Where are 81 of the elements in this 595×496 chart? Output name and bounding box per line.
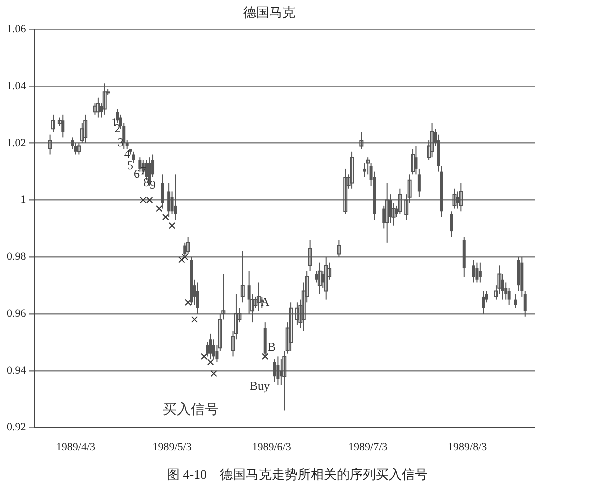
point (210, 370, 218, 378)
candlestick (174, 174, 177, 221)
candlestick (411, 148, 416, 176)
point (182, 254, 188, 260)
candlestick (196, 282, 200, 315)
y-tick-label: 1.02 (7, 137, 26, 150)
x-tick-label: 1989/5/3 (152, 441, 192, 454)
candlestick (308, 240, 312, 272)
candlestick (276, 356, 280, 386)
annotation: 1 (112, 116, 118, 130)
y-tick-label: 0.94 (7, 364, 27, 377)
candlestick (256, 282, 261, 312)
point (146, 196, 154, 204)
candlestick (295, 302, 300, 326)
candlestick (459, 182, 464, 212)
point (201, 353, 208, 360)
candlestick (414, 146, 418, 176)
point (156, 205, 163, 212)
x-tick-label: 1989/4/3 (56, 441, 96, 454)
x-tick-label: 1989/6/3 (252, 441, 292, 454)
x-tick-label: 1989/8/3 (448, 441, 488, 454)
annotation: 2 (114, 121, 121, 136)
candlestick (450, 211, 454, 238)
candlestick (273, 359, 276, 383)
annotation: 6 (134, 166, 140, 181)
point (185, 299, 192, 306)
candlestick (148, 157, 152, 187)
y-tick-label: 1 (20, 194, 26, 206)
annotation: 8 (144, 175, 150, 190)
candlestick (77, 142, 82, 156)
candlestick (344, 168, 348, 215)
candlestick (482, 290, 486, 315)
candlestick (324, 256, 328, 300)
candlestick (337, 240, 342, 258)
point (191, 316, 198, 324)
annotation: Buy (250, 379, 270, 393)
candlestick (478, 262, 482, 284)
candlestick (476, 262, 479, 284)
point (207, 359, 214, 366)
y-tick-label: 0.92 (7, 422, 26, 434)
y-tick-label: 1.04 (7, 80, 27, 92)
point (178, 256, 186, 264)
annotation: 4 (124, 146, 130, 161)
point (162, 214, 170, 221)
point (140, 196, 147, 204)
candlestick (289, 302, 294, 352)
candlestick (360, 131, 364, 150)
candlestick (186, 236, 190, 255)
point (262, 353, 269, 360)
candlestick (452, 188, 457, 210)
candlestick (514, 294, 518, 309)
candlestick (350, 151, 354, 190)
point (168, 222, 176, 230)
candlestick (62, 114, 65, 138)
annotation: 5 (128, 158, 134, 172)
candlestick (161, 174, 164, 210)
candlestick (84, 114, 88, 144)
candlestick (96, 97, 100, 118)
candlestick (168, 182, 171, 218)
candlestick (472, 259, 476, 284)
y-tick-label: 0.96 (7, 308, 27, 320)
candlestick (52, 114, 56, 132)
x-tick-label: 1989/7/3 (348, 441, 388, 454)
chart-title: 德国马克 (244, 5, 296, 20)
candlestick (398, 188, 402, 215)
candlestick (209, 333, 212, 360)
candlestick (206, 342, 210, 358)
annotation: 9 (150, 178, 156, 192)
candlestick (418, 168, 421, 198)
caption: 图 4-10 德国马克走势所相关的序列买入信号 (166, 466, 430, 484)
candlestick (102, 83, 107, 116)
y-tick-label: 0.98 (7, 251, 27, 264)
candlestick (132, 151, 136, 164)
candlestick (48, 134, 52, 156)
annotation: 买入信号 (163, 403, 219, 418)
candlestick (385, 182, 390, 244)
candlestick (240, 250, 245, 304)
candlestick (430, 122, 434, 158)
y-tick-label: 1.06 (7, 23, 27, 36)
candlestick (318, 262, 322, 295)
annotation: B (268, 340, 276, 354)
